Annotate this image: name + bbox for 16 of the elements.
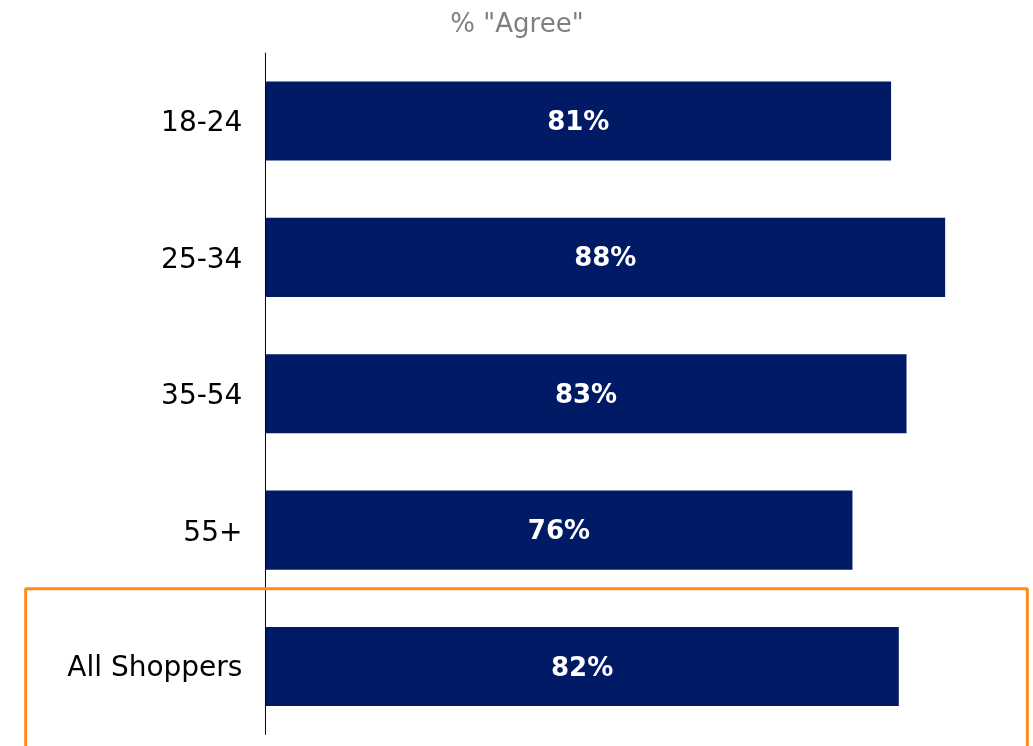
bar — [265, 354, 907, 434]
data-label: 83% — [554, 378, 618, 409]
y-tick-label: 55+ — [183, 514, 243, 548]
data-label: 88% — [574, 242, 637, 273]
data-label: 82% — [551, 651, 614, 682]
y-tick-label: 25-34 — [161, 241, 243, 275]
bar — [265, 217, 946, 297]
y-tick-label: All Shoppers — [67, 650, 243, 684]
bar — [265, 627, 899, 707]
data-label: 81% — [547, 105, 610, 136]
bar — [265, 490, 853, 570]
y-tick-label: 18-24 — [161, 105, 243, 139]
bar — [265, 81, 892, 161]
y-tick-label: 35-54 — [161, 378, 243, 412]
chart-title: % "Agree" — [450, 7, 584, 38]
data-label: 76% — [527, 515, 591, 546]
